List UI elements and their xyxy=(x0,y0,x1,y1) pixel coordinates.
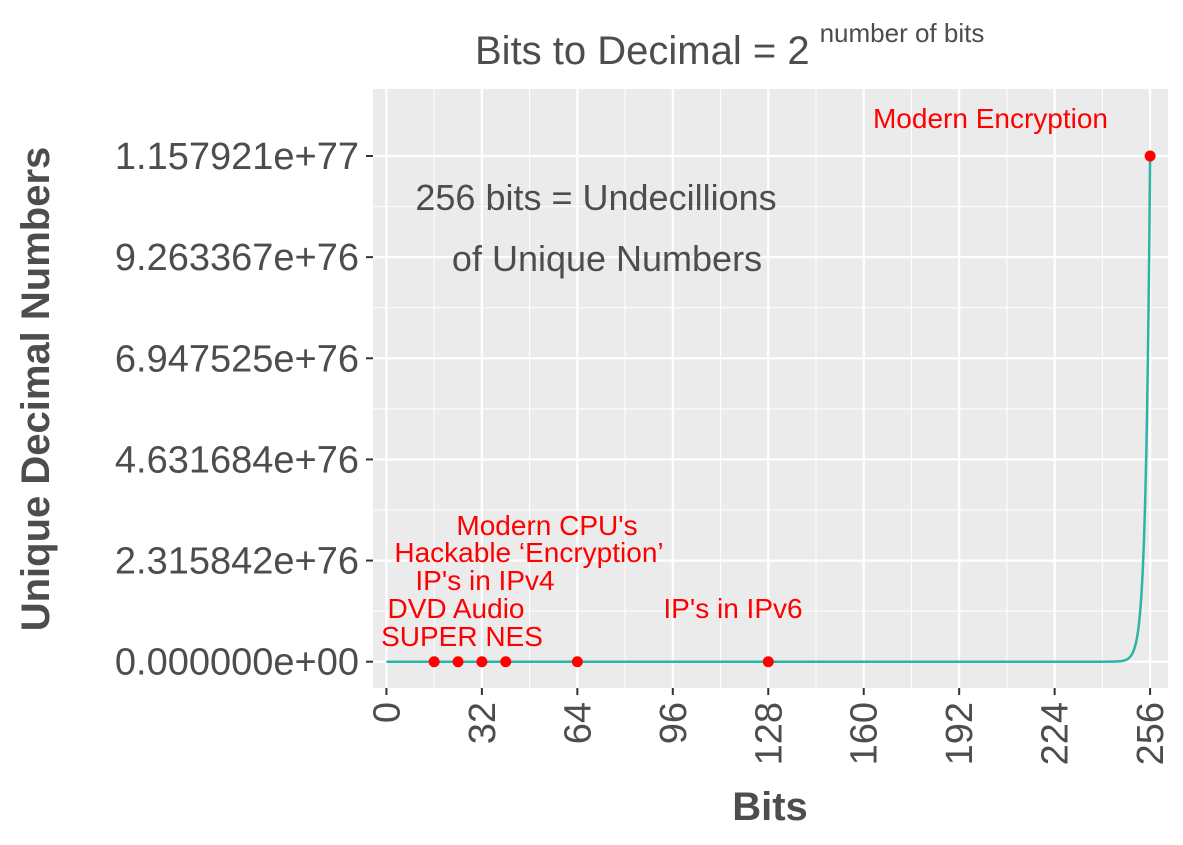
x-axis-title: Bits xyxy=(732,785,808,829)
chart-title: Bits to Decimal = 2 number of bits xyxy=(475,18,984,73)
x-tick-label: 32 xyxy=(462,702,504,744)
highlight-point xyxy=(1144,150,1156,162)
highlight-point xyxy=(452,656,464,668)
y-tick-label: 0.000000e+00 xyxy=(115,642,359,684)
point-label: Modern CPU's xyxy=(456,510,637,541)
y-tick-label: 9.263367e+76 xyxy=(115,237,359,279)
highlight-point xyxy=(476,656,488,668)
x-tick-label: 0 xyxy=(366,702,408,723)
highlight-point xyxy=(500,656,512,668)
y-tick-label: 4.631684e+76 xyxy=(115,439,359,481)
x-tick-label: 256 xyxy=(1130,702,1172,765)
x-tick-label: 128 xyxy=(748,702,790,765)
point-label: Hackable ‘Encryption’ xyxy=(394,537,663,568)
x-tick-label: 96 xyxy=(653,702,695,744)
x-tick-label: 224 xyxy=(1035,702,1077,765)
highlight-point xyxy=(428,656,440,668)
y-tick-label: 1.157921e+77 xyxy=(115,136,359,178)
x-tick-label: 64 xyxy=(557,702,599,744)
point-label: DVD Audio xyxy=(388,593,525,624)
chart-title-base: Bits to Decimal = 2 xyxy=(475,29,810,73)
x-tick-label: 160 xyxy=(844,702,886,765)
point-label: SUPER NES xyxy=(381,621,543,652)
annotation-line-1: 256 bits = Undecillions xyxy=(415,177,776,218)
y-tick-label: 2.315842e+76 xyxy=(115,541,359,583)
highlight-point xyxy=(762,656,774,668)
y-tick-label: 6.947525e+76 xyxy=(115,338,359,380)
point-label: Modern Encryption xyxy=(873,103,1108,134)
annotation-line-2: of Unique Numbers xyxy=(452,238,762,279)
point-label: IP's in IPv4 xyxy=(415,565,554,596)
point-label: IP's in IPv6 xyxy=(663,593,802,624)
highlight-point xyxy=(571,656,583,668)
chart-title-superscript: number of bits xyxy=(820,18,985,48)
plot-panel xyxy=(373,89,1168,688)
y-axis-title: Unique Decimal Numbers xyxy=(14,147,58,632)
x-tick-label: 192 xyxy=(939,702,981,765)
